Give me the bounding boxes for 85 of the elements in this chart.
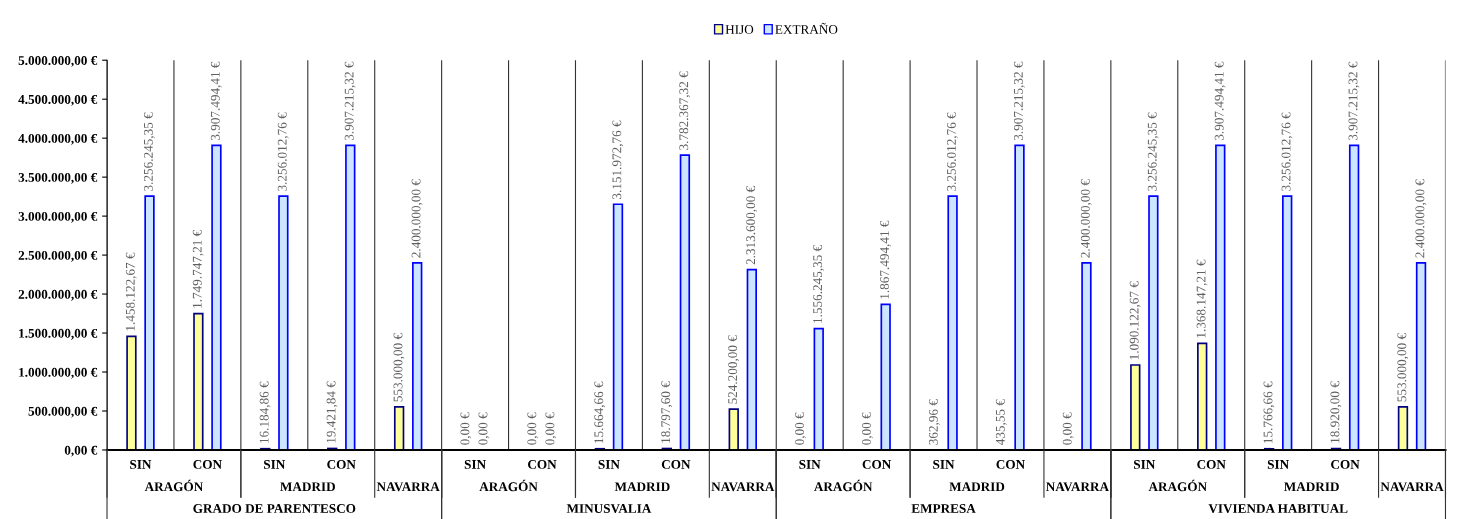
data-label: 3.256.245,35 € <box>1147 112 1159 191</box>
data-label: 3.151.972,76 € <box>612 120 624 199</box>
x-tick-label: SIN <box>264 459 286 469</box>
data-label: 553.000,00 € <box>393 333 405 402</box>
data-label: 0,00 € <box>862 412 873 445</box>
data-label: 0,00 € <box>1062 412 1074 445</box>
data-label: 3.907.494,41 € <box>210 61 222 141</box>
text: GRADO DE PARENTESCO <box>193 504 356 513</box>
y-tick-label: 0,00 € <box>64 445 98 457</box>
y-tick-label: 2.000.000,00 € <box>18 289 98 301</box>
data-label: 19.421,84 € <box>326 381 338 443</box>
x-tick-label: CON <box>528 459 557 469</box>
x-tick-label: SIN <box>1134 459 1156 469</box>
x-tick-label: SIN <box>933 459 955 469</box>
data-label: 1.458.122,67 € <box>125 252 137 331</box>
x-tick-label: CON <box>1331 459 1360 469</box>
text: ARAGÓN <box>813 479 873 492</box>
data-label: 0,00 € <box>527 412 539 445</box>
data-label: 362,96 € <box>928 399 940 445</box>
data-label: 2.313.600,00 € <box>746 185 758 265</box>
x-tick-label: SIN <box>598 459 620 469</box>
text: MADRID <box>614 482 670 492</box>
data-label: 3.782.367,32 € <box>679 71 691 150</box>
data-label: 15.766,66 € <box>1263 381 1275 443</box>
x-tick-label: SIN <box>464 459 486 469</box>
data-label: 1.867.494,41 € <box>880 220 891 299</box>
data-label: 0,00 € <box>478 412 490 445</box>
x-tick-label: CON <box>996 459 1025 469</box>
data-label: 1.368.147,21 € <box>1196 259 1208 338</box>
text: MADRID <box>949 482 1005 492</box>
text: NAVARRA <box>711 482 775 492</box>
data-label: 3.256.012,76 € <box>1281 112 1293 191</box>
x-tick-label: CON <box>1197 459 1226 469</box>
data-label: 2.400.000,00 € <box>411 179 423 258</box>
data-label: 0,00 € <box>460 412 472 445</box>
data-label: 2.400.000,00 € <box>1415 179 1427 258</box>
text: EMPRESA <box>911 504 976 513</box>
y-tick-label: 3.000.000,00 € <box>18 211 98 223</box>
legend-label: HIJO <box>725 25 754 34</box>
y-tick-label: 5.000.000,00 € <box>18 56 98 67</box>
y-tick-label: 4.500.000,00 € <box>18 94 98 106</box>
data-label: 3.907.215,32 € <box>1348 61 1360 141</box>
text: ARAGÓN <box>144 479 204 492</box>
data-label: 18.920,00 € <box>1330 381 1342 443</box>
text: VIVIENDA HABITUAL <box>1208 504 1348 514</box>
y-tick-label: 3.500.000,00 € <box>18 172 98 184</box>
y-tick-label: 2.500.000,00 € <box>18 250 98 262</box>
y-tick-label: 1.000.000,00 € <box>19 367 98 379</box>
data-label: 1.090.122,67 € <box>1129 281 1141 360</box>
text: MADRID <box>1284 482 1339 492</box>
x-tick-label: SIN <box>130 459 152 469</box>
data-label: 3.256.012,76 € <box>277 112 289 191</box>
text: NAVARRA <box>1380 482 1444 492</box>
data-label: 0,00 € <box>795 412 806 445</box>
data-label: 1.749.747,21 € <box>192 229 204 308</box>
x-tick-label: CON <box>193 459 222 469</box>
legend-label: EXTRAÑO <box>775 22 838 34</box>
x-tick-label: CON <box>862 459 892 469</box>
text: MADRID <box>280 482 335 492</box>
data-label: 1.556.245,35 € <box>813 245 824 323</box>
text: NAVARRA <box>376 482 440 492</box>
text: MINUSVALIA <box>566 504 652 514</box>
data-label: 2.400.000,00 € <box>1080 179 1092 258</box>
data-label: 553.000,00 € <box>1397 333 1409 402</box>
text: ARAGÓN <box>479 479 538 492</box>
text: ARAGÓN <box>1148 479 1207 492</box>
x-tick-label: SIN <box>799 459 821 469</box>
data-label: 524.200,00 € <box>728 335 739 404</box>
data-label: 435,55 € <box>995 399 1007 445</box>
data-label: 3.907.215,32 € <box>344 61 356 141</box>
data-label: 3.907.494,41 € <box>1214 61 1226 141</box>
x-tick-label: CON <box>327 459 356 469</box>
y-tick-label: 1.500.000,00 € <box>19 328 98 340</box>
y-tick-label: 4.000.000,00 € <box>18 133 98 145</box>
data-label: 3.256.245,35 € <box>143 112 155 191</box>
data-label: 18.797,60 € <box>661 381 673 443</box>
data-label: 0,00 € <box>545 412 557 445</box>
y-tick-label: 500.000,00 € <box>28 406 98 418</box>
text: NAVARRA <box>1046 482 1109 492</box>
x-tick-label: CON <box>661 459 691 469</box>
data-label: 3.256.012,76 € <box>946 112 958 191</box>
data-label: 16.184,86 € <box>259 381 271 443</box>
data-label: 3.907.215,32 € <box>1013 61 1025 141</box>
data-label: 15.664,66 € <box>594 381 606 443</box>
x-tick-label: SIN <box>1267 459 1289 469</box>
